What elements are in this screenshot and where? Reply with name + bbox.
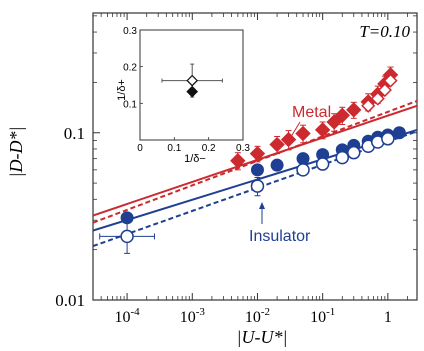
x-tick-label: 1 xyxy=(384,309,392,326)
metal-dashed-fit-line xyxy=(93,99,417,224)
diamond-marker xyxy=(249,145,266,162)
x-axis-label: |U-U*| xyxy=(237,327,288,347)
data-markers xyxy=(120,67,406,244)
inset-y-tick-label: 0.1 xyxy=(123,99,137,110)
insulator-arrowhead xyxy=(259,202,265,209)
open-diamond-marker xyxy=(370,91,385,106)
open-circle-marker xyxy=(347,145,361,160)
open-circle-marker xyxy=(296,163,310,177)
open-circle-marker xyxy=(381,132,395,146)
x-tick-label: 10-3 xyxy=(180,306,206,326)
open-diamond-marker xyxy=(383,73,398,88)
inset-open-diamond xyxy=(186,74,199,87)
open-diamond-marker xyxy=(361,98,376,113)
open-circle-marker xyxy=(250,179,265,193)
diamond-marker xyxy=(334,107,350,124)
metal-arrowhead xyxy=(286,136,292,143)
metal-solid-fit-line xyxy=(93,104,417,217)
inset-content: 0 0.1 0.2 0.3 0.1 0.2 0.3 xyxy=(123,26,250,154)
inset-x-tick-label: 0 xyxy=(137,143,143,154)
circle-marker xyxy=(296,152,310,166)
diamond-marker xyxy=(230,153,246,169)
inset-y-tick-label: 0.2 xyxy=(123,63,137,74)
open-circle-marker xyxy=(120,229,134,244)
circle-marker xyxy=(120,211,134,225)
x-tick-label: 10-2 xyxy=(245,306,270,326)
diamond-marker xyxy=(295,125,311,142)
x-tick-label: 10-1 xyxy=(310,306,335,326)
y-tick-label: 0.1 xyxy=(64,124,85,143)
circle-marker xyxy=(392,126,406,140)
axis-ticks: 10-4 10-3 10-2 10-1 1 0.01 0.1 xyxy=(55,13,417,326)
inset-filled-diamond xyxy=(186,85,199,98)
open-diamond-marker xyxy=(377,82,392,98)
y-tick-label: 0.01 xyxy=(55,291,85,310)
x-tick-label: 10-4 xyxy=(115,306,141,326)
metal-annotation: Metal xyxy=(292,104,331,121)
diamond-marker xyxy=(314,122,331,138)
temperature-label: T=0.10 xyxy=(359,22,410,41)
inset-y-label: 1/δ+ xyxy=(116,79,128,101)
y-axis-label: |D-D*| xyxy=(6,127,26,178)
diamond-marker xyxy=(346,102,362,118)
inset-x-tick-label: 0.3 xyxy=(236,143,250,154)
diamond-marker xyxy=(326,114,342,130)
circle-marker xyxy=(270,158,284,172)
insulator-annotation: Insulator xyxy=(249,228,311,245)
inset-x-tick-label: 0.2 xyxy=(202,143,216,154)
plot-frame xyxy=(92,12,418,301)
circle-marker xyxy=(250,163,264,177)
diamond-marker xyxy=(269,136,285,153)
metal-arrow xyxy=(288,121,301,141)
inset-x-label: 1/δ− xyxy=(184,153,206,165)
inset-y-tick-label: 0.3 xyxy=(123,26,137,37)
inset-x-tick-label: 0.1 xyxy=(167,143,181,154)
open-circle-marker xyxy=(335,150,350,165)
open-circle-marker xyxy=(315,157,330,171)
